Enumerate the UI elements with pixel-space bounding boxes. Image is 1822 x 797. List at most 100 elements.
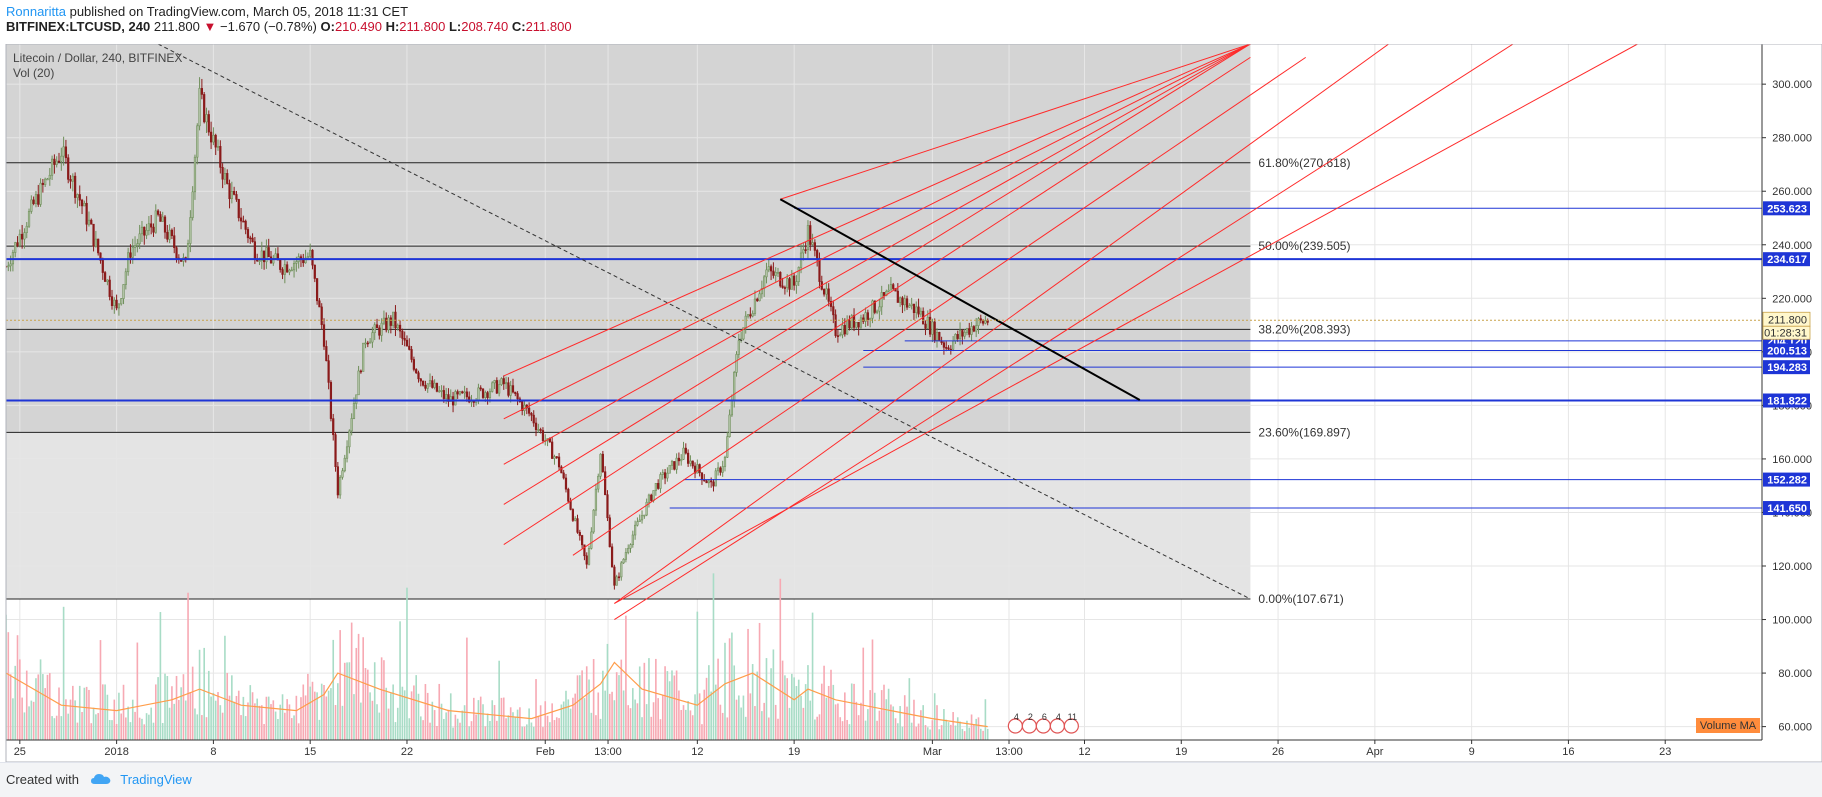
level-price-tag (1763, 501, 1810, 516)
volume-bar (929, 729, 931, 740)
candle-body (864, 312, 867, 322)
fib-level-label: 50.00%(239.505) (1258, 239, 1350, 253)
candle-body (438, 390, 441, 393)
created-with-label: Created with (6, 772, 79, 787)
candle-body (198, 88, 201, 127)
candle-body (71, 175, 74, 182)
candle-body (46, 178, 49, 181)
price-axis-label: 120.000 (1772, 561, 1812, 573)
volume-bar (920, 710, 922, 740)
candle-body (866, 312, 869, 321)
volume-bar (943, 709, 945, 740)
volume-bar (966, 720, 968, 740)
candle-body (537, 429, 540, 431)
candle-body (216, 146, 220, 148)
candle-body (30, 199, 33, 212)
volume-bar (184, 700, 187, 740)
price-change: −1.670 (−0.78%) (220, 19, 317, 34)
pitchfork-channel (503, 44, 1638, 620)
candle-body (806, 225, 810, 251)
volume-bar (371, 700, 374, 740)
candle-body (221, 167, 224, 180)
candle-body (541, 430, 545, 441)
volume-bar (973, 724, 975, 740)
candle-body (797, 267, 800, 282)
candle-body (871, 300, 874, 319)
volume-bar (196, 714, 199, 740)
symbol-label: BITFINEX:LTCUSD, 240 (6, 19, 151, 34)
volume-bar (979, 728, 982, 740)
candle-body (926, 316, 929, 329)
volume-bar (157, 677, 159, 740)
candle-body (251, 237, 254, 242)
candle-body (562, 472, 565, 479)
volume-bar (770, 668, 772, 740)
volume-bar (9, 674, 12, 740)
candle-body (813, 242, 816, 251)
volume-bar (449, 693, 452, 740)
volume-bar (772, 649, 775, 740)
volume-bar (837, 703, 839, 740)
volume-bar (585, 666, 588, 740)
symbol-legend[interactable]: Litecoin / Dollar, 240, BITFINEX (13, 51, 182, 65)
tradingview-link[interactable]: TradingView (120, 772, 192, 787)
candle-body (440, 390, 443, 392)
volume-bar (618, 675, 620, 740)
candle-body (426, 383, 429, 389)
volume-bar (380, 657, 383, 740)
volume-bar (484, 726, 487, 740)
candle-body (408, 345, 411, 350)
candle-body (583, 544, 586, 557)
volume-bar (793, 677, 795, 740)
candle-body (786, 278, 789, 288)
fib-zone-light (6, 432, 1251, 600)
volume-bar (433, 710, 436, 740)
volume-bar (320, 683, 323, 740)
candle-body (456, 391, 459, 395)
author-link[interactable]: Ronnaritta (6, 4, 66, 19)
candle-body (500, 378, 503, 385)
volume-bar (207, 670, 210, 740)
candle-body (659, 474, 662, 489)
candle-body (834, 314, 837, 336)
candle-body (191, 191, 194, 218)
channel-line (503, 44, 1251, 420)
candle-body (332, 418, 335, 436)
candle-body (753, 298, 757, 314)
candle-body (917, 306, 920, 315)
volume-bar (632, 688, 634, 740)
trend-lines (6, 44, 1762, 600)
volume-bar (339, 630, 341, 740)
volume-bar (924, 725, 927, 740)
candle-body (110, 296, 114, 306)
volume-bar (171, 686, 173, 740)
event-markers: 4 2 6 4 11 (1007, 712, 1079, 734)
channel-line (614, 44, 1514, 620)
candle-body (643, 514, 646, 517)
candle-body (295, 261, 298, 264)
price-axis-label: 100.000 (1772, 615, 1812, 627)
time-axis[interactable]: 25 2018 8 15 22 Feb 13:00 12 19 Mar 13:00 12 19 26 Apr… (14, 740, 1672, 758)
volume-bar (742, 695, 745, 740)
volume-bar (83, 687, 86, 740)
volume-bar (438, 683, 441, 740)
volume-bar (940, 725, 943, 740)
candle-body (161, 216, 164, 222)
volume-bar (323, 685, 325, 740)
volume-bar (378, 712, 381, 740)
candle-body (491, 382, 494, 392)
price-chart[interactable]: 61.80%(270.618) 50.00%(239.505) 38.20%(208… (0, 44, 1822, 762)
volume-bar (327, 690, 330, 740)
candle-body (657, 483, 660, 489)
candle-body (371, 332, 374, 343)
candle-body (362, 342, 365, 372)
candle-body (645, 501, 648, 516)
candle-body (511, 385, 515, 393)
volume-bar (141, 718, 143, 740)
volume-legend[interactable]: Vol (20) (13, 66, 54, 80)
candle-body (64, 146, 68, 159)
event-marker-count: 4 (1014, 712, 1019, 722)
price-axis-label: 280.000 (1772, 133, 1812, 145)
volume-bar (830, 669, 832, 740)
candle-body (101, 260, 104, 273)
